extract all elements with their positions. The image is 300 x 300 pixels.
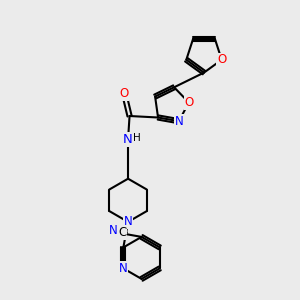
Text: C: C [118, 226, 126, 239]
Text: O: O [184, 96, 194, 109]
Text: N: N [175, 115, 183, 128]
Text: O: O [217, 53, 226, 66]
Text: N: N [119, 262, 128, 275]
Text: N: N [109, 224, 117, 237]
Text: N: N [124, 215, 132, 228]
Text: O: O [119, 87, 128, 100]
Text: H: H [133, 133, 140, 143]
Text: N: N [123, 133, 132, 146]
